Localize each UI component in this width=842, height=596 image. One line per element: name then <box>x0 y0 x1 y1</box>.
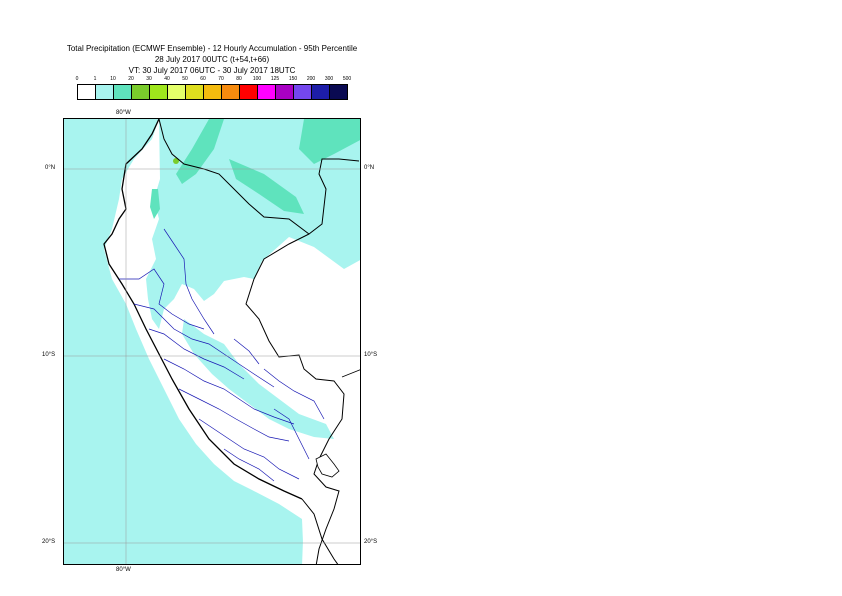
coastline <box>103 119 303 500</box>
legend-label: 10 <box>110 76 116 82</box>
map-canvas <box>64 119 360 564</box>
legend-swatch <box>95 84 114 100</box>
country-border-east <box>245 233 345 564</box>
precip-streak-1 <box>176 119 224 184</box>
precip-area-andes <box>182 319 334 439</box>
country-border-south <box>301 498 339 564</box>
legend-swatch <box>275 84 294 100</box>
lat-label-right-10: 10°S <box>364 352 378 358</box>
precip-area-north <box>146 119 360 329</box>
regional-borders <box>119 228 325 482</box>
legend-label: 20 <box>128 76 134 82</box>
legend-label: 1 <box>93 76 97 82</box>
legend-label: 200 <box>306 76 316 82</box>
dry-land <box>214 259 360 419</box>
legend-label: 100 <box>252 76 262 82</box>
legend-label: 125 <box>270 76 280 82</box>
legend-label: 500 <box>342 76 352 82</box>
legend-label: 0 <box>75 76 79 82</box>
legend-swatch <box>239 84 258 100</box>
legend-label: 60 <box>200 76 206 82</box>
legend-swatch <box>293 84 312 100</box>
map-run-time: 28 July 2017 00UTC (t+54,t+66) <box>154 55 270 64</box>
legend-label: 300 <box>324 76 334 82</box>
lat-label-left-10: 10°S <box>42 352 56 358</box>
legend-swatch <box>329 84 348 100</box>
lat-label-right-0: 0°N <box>364 165 375 171</box>
legend-swatch <box>203 84 222 100</box>
lake-titicaca <box>315 453 340 478</box>
lon-label-top: 80°W <box>116 110 131 116</box>
legend-label: 40 <box>164 76 170 82</box>
precip-streak-2 <box>229 159 304 214</box>
map-title: Total Precipitation (ECMWF Ensemble) - 1… <box>66 44 358 53</box>
precip-spot <box>173 158 179 164</box>
precip-area-ocean <box>64 119 304 564</box>
precip-streak-4 <box>150 189 160 219</box>
legend-label: 30 <box>146 76 152 82</box>
map-valid-time: VT: 30 July 2017 06UTC - 30 July 2017 18… <box>128 66 296 75</box>
legend-swatch <box>185 84 204 100</box>
lat-label-left-20: 20°S <box>42 539 56 545</box>
legend-swatch <box>131 84 150 100</box>
legend-swatch <box>167 84 186 100</box>
precip-streak-3 <box>299 119 360 164</box>
lon-label-bottom: 80°W <box>116 567 131 573</box>
lat-label-right-20: 20°S <box>364 539 378 545</box>
graticule <box>64 119 360 564</box>
legend-label: 50 <box>182 76 188 82</box>
legend-swatch <box>221 84 240 100</box>
legend-swatch <box>113 84 132 100</box>
legend-swatch <box>257 84 276 100</box>
legend-label: 150 <box>288 76 298 82</box>
legend-swatch <box>311 84 330 100</box>
color-legend: 0 1 10 20 30 40 50 60 70 80 100 125 150 200 300 500 <box>75 76 351 102</box>
legend-label: 70 <box>218 76 224 82</box>
legend-swatch <box>149 84 168 100</box>
lat-label-left-0: 0°N <box>45 165 56 171</box>
country-border-east2 <box>341 369 360 378</box>
legend-swatch <box>77 84 96 100</box>
legend-label: 80 <box>236 76 242 82</box>
map-frame <box>63 118 361 565</box>
